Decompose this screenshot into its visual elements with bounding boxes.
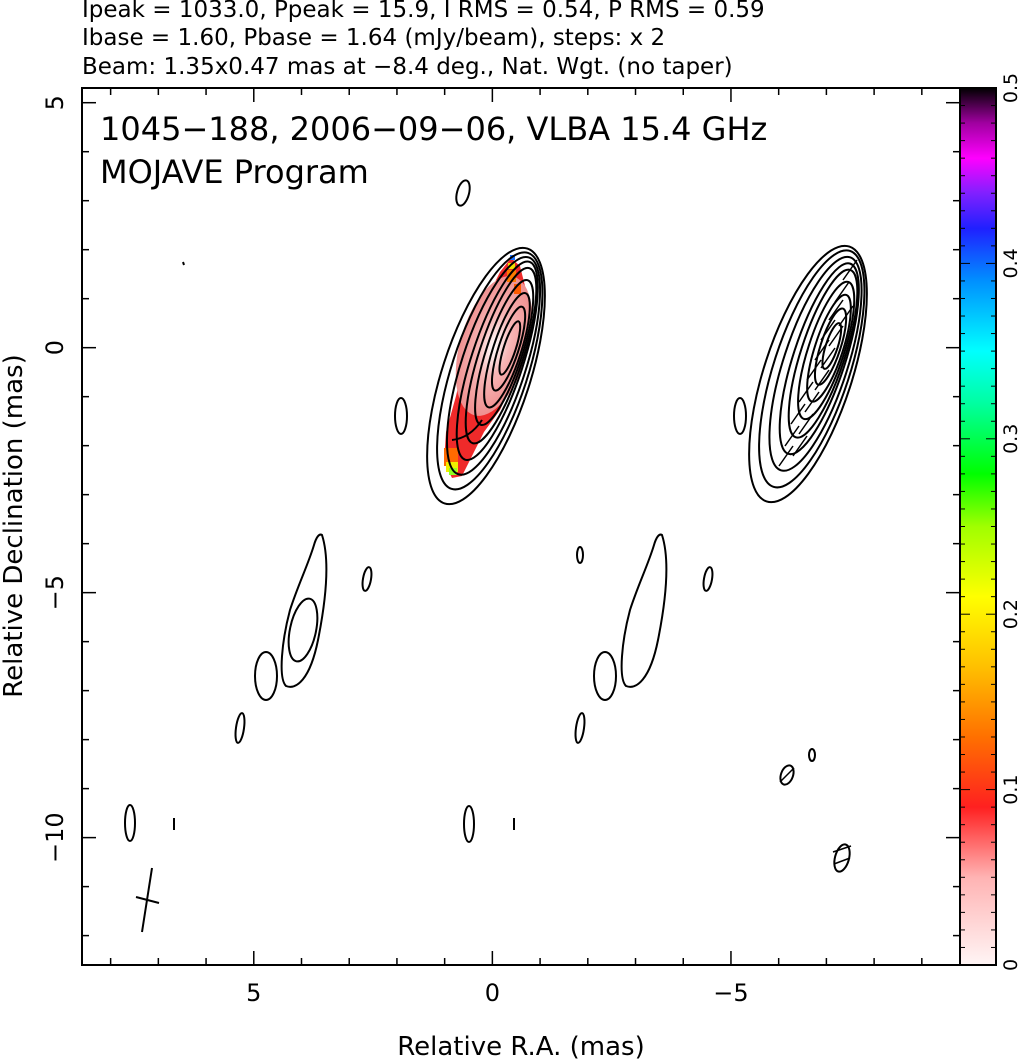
contour-left-3 [445, 255, 542, 476]
colorbar-tick-label: 0 [1000, 959, 1021, 971]
data-layer [124, 179, 868, 933]
evpa-stick [814, 339, 830, 361]
contour-left-4 [455, 260, 539, 461]
y-tick-label: 5 [41, 95, 69, 110]
contour-right-1 [748, 244, 868, 504]
colorbar-tick-label: 0.2 [1000, 599, 1021, 629]
contour-island-left-inner [287, 597, 319, 663]
evpa-stick [792, 435, 808, 457]
contour-island-left-c [234, 712, 246, 744]
contour-left-6 [474, 278, 535, 426]
evpa-stick [834, 281, 850, 303]
pol-pixel-yellow [508, 263, 515, 269]
contour-blob-left [394, 397, 408, 435]
x-tick-label: −5 [713, 979, 748, 1007]
contour-island-right-a [593, 651, 617, 701]
contour-island-right-e [808, 748, 816, 762]
contour-island-left-d [124, 804, 136, 842]
evpa-stick [804, 391, 820, 413]
contour-left-8 [490, 305, 527, 392]
contour-left-9 [498, 320, 522, 376]
x-axis-label: Relative R.A. (mas) [397, 1032, 644, 1060]
y-tick-label: 0 [41, 340, 69, 355]
colorbar-tick-label: 0.4 [1000, 248, 1021, 278]
contour-island-left-outer [280, 533, 328, 688]
evpa-stick [828, 325, 844, 347]
contour-island-right-g [833, 843, 851, 873]
header-line-1: Ipeak = 1033.0, Ppeak = 15.9, I RMS = 0.… [82, 0, 765, 23]
evpa-stick [806, 359, 822, 381]
beam-marker [135, 867, 160, 933]
evpa-stick [790, 403, 806, 425]
contour-island-right-f [779, 764, 795, 786]
contour-island-right-outer [620, 533, 668, 688]
plot-title: 1045−188, 2006−09−06, VLBA 15.4 GHz [100, 110, 767, 148]
evpa-island-right-f [779, 767, 795, 783]
axis-tick-labels: 5 0 −5 5 0 −5 −10 [41, 95, 749, 1007]
evpa-island-right-g1 [832, 845, 852, 853]
colorbar [959, 87, 997, 966]
evpa-stick [820, 347, 836, 369]
x-tick-label: 5 [246, 979, 261, 1007]
evpa-stick [778, 445, 794, 467]
contour-island-right-b [702, 566, 714, 592]
y-tick-label: −10 [41, 812, 69, 863]
contour-left-7 [483, 291, 531, 409]
contour-left-1 [426, 246, 546, 506]
colorbar-labels: 0 0.1 0.2 0.3 0.4 0.5 [1000, 73, 1021, 971]
evpa-vectors [778, 259, 858, 467]
contour-dot-far-left [182, 261, 185, 266]
beam-minor-axis [135, 896, 160, 904]
pol-pixel-orange-side [514, 284, 521, 294]
evpa-stick [820, 319, 836, 341]
evpa-stick [798, 381, 814, 403]
x-tick-label: 0 [485, 979, 500, 1007]
contour-island-left-f [463, 805, 475, 843]
intensity-contours-right [748, 244, 868, 504]
contour-island-left-b [361, 566, 373, 592]
y-tick-label: −5 [41, 575, 69, 610]
evpa-stick [798, 413, 814, 435]
pol-pixel-orange-top [507, 270, 516, 282]
contour-left-jet-tail [451, 419, 483, 441]
intensity-contours-left [426, 246, 546, 506]
contour-left-5 [464, 266, 538, 445]
colorbar-ticks [960, 87, 996, 966]
evpa-island-right-g2 [833, 857, 851, 865]
evpa-stick [838, 305, 854, 327]
contour-island-right-c [574, 712, 586, 744]
contour-blob-top [455, 179, 471, 207]
contour-left-2 [436, 251, 544, 491]
plot-frame [81, 87, 961, 966]
evpa-stick [828, 299, 844, 321]
header-line-2: Ibase = 1.60, Pbase = 1.64 (mJy/beam), s… [82, 25, 665, 51]
axis-ticks [82, 88, 960, 965]
colorbar-tick-label: 0.3 [1000, 424, 1021, 454]
contour-island-left-a [254, 651, 278, 701]
colorbar-tick-label: 0.1 [1000, 774, 1021, 804]
evpa-stick [842, 259, 858, 281]
evpa-stick [814, 369, 830, 391]
contour-right-3 [768, 255, 863, 472]
contour-island-right-d [576, 546, 584, 564]
plot-subtitle: MOJAVE Program [100, 153, 369, 191]
y-axis-label: Relative Declination (mas) [0, 354, 29, 697]
contour-blob-right [733, 397, 747, 435]
evpa-stick [784, 425, 800, 447]
contour-right-2 [758, 249, 866, 489]
header-line-3: Beam: 1.35x0.47 mas at −8.4 deg., Nat. W… [82, 54, 733, 80]
colorbar-tick-label: 0.5 [1000, 73, 1021, 103]
